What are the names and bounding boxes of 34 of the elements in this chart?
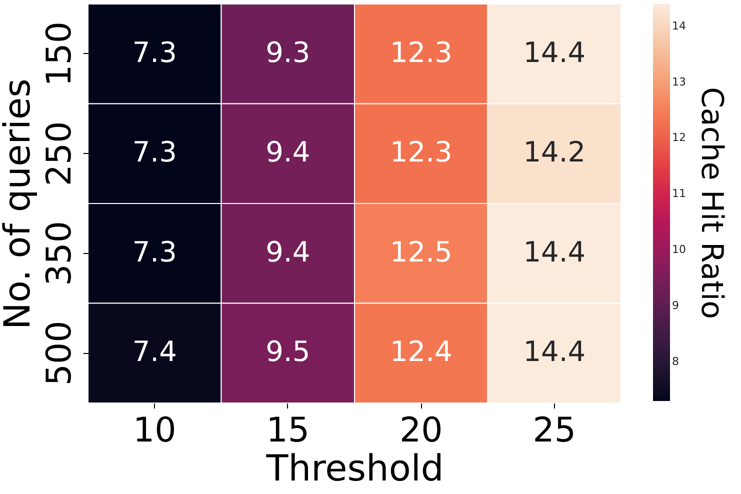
data-label: 14.4	[523, 235, 586, 268]
data-label: 12.4	[390, 335, 452, 368]
data-label: 12.3	[390, 36, 452, 69]
y-tick-label: 250	[40, 121, 80, 186]
data-label: 7.3	[132, 235, 177, 268]
data-label: 14.4	[523, 335, 586, 368]
color-bar-label: 13	[672, 75, 686, 88]
data-label: 14.2	[523, 136, 586, 169]
y-axis-title: No. of queries	[0, 78, 38, 330]
data-label: 12.3	[390, 136, 452, 169]
data-label: 12.5	[390, 235, 452, 268]
data-label: 7.3	[132, 36, 177, 69]
data-label: 14.4	[523, 36, 586, 69]
y-tick-label: 150	[40, 21, 80, 86]
color-bar-label: 9	[672, 298, 679, 312]
data-label: 7.3	[132, 136, 177, 169]
data-label: 9.4	[266, 235, 310, 268]
color-bar-title: Cache Hit Ratio	[694, 86, 729, 320]
color-bar-label: 11	[672, 187, 686, 200]
color-bar-label: 12	[672, 131, 686, 144]
y-tick-label: 500	[40, 320, 80, 386]
y-tick-label: 350	[40, 220, 80, 286]
data-label: 9.5	[266, 335, 310, 368]
data-label: 9.4	[266, 136, 310, 169]
x-tick-label: 15	[266, 410, 310, 450]
x-tick-label: 10	[132, 410, 176, 450]
data-label: 9.3	[266, 36, 310, 69]
color-bar-label: 14	[672, 19, 686, 32]
color-bar-label: 10	[672, 243, 686, 256]
x-axis-title: Threshold	[265, 448, 444, 490]
color-bar-label: 8	[672, 354, 679, 368]
x-tick-label: 25	[532, 410, 576, 450]
x-tick-label: 20	[399, 410, 443, 450]
data-label: 7.4	[132, 335, 177, 368]
